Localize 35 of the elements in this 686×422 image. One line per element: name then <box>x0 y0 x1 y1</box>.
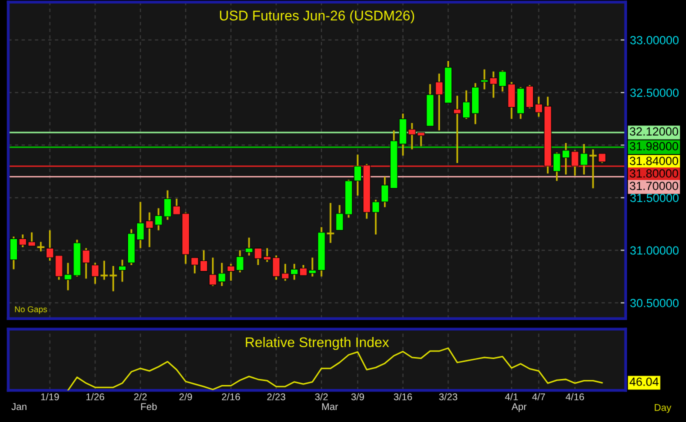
x-tick-label: 2/9 <box>179 393 192 400</box>
candlestick <box>118 258 126 283</box>
chart-title: Relative Strength Index <box>246 336 389 350</box>
ref-line-label: 31.98000 <box>630 142 678 150</box>
ref-line-label: 32.12000 <box>630 127 678 136</box>
x-tick-label: 3/9 <box>351 393 364 400</box>
x-tick-label: 3/23 <box>439 393 458 400</box>
x-axis-title: Day <box>654 404 672 413</box>
x-tick-label: 2/16 <box>222 393 240 400</box>
x-tick-label: 2/23 <box>267 393 286 400</box>
candlestick <box>36 241 46 252</box>
y-tick-label: 31.00000 <box>630 246 679 255</box>
x-tick-label: 2/2 <box>134 393 147 400</box>
text: Apr <box>512 403 527 412</box>
x-tick-label: 3/16 <box>394 393 412 400</box>
ref-line-label: 31.80000 <box>630 169 678 178</box>
x-tick-label: 1/26 <box>86 393 104 400</box>
text: USD Futures Jun-26 (USDM26) <box>220 10 414 24</box>
x-tick-label: 4/1 <box>505 393 518 400</box>
candlestick <box>326 202 335 244</box>
y-tick-label: 32.50000 <box>630 88 679 97</box>
text: Mar <box>322 403 338 410</box>
ref-line-label: 31.70000 <box>630 182 678 190</box>
text: 31.84000 <box>630 156 678 166</box>
text: 46.04 <box>630 378 659 386</box>
y-tick-label: 33.00000 <box>630 36 679 44</box>
x-tick-label: 3/2 <box>315 393 328 400</box>
annotation: No Gaps <box>15 306 47 314</box>
x-tick-label: 4/7 <box>532 393 545 400</box>
x-tick-label: 4/16 <box>566 393 584 400</box>
text: Jan <box>11 403 26 410</box>
y-tick-label: 30.50000 <box>630 298 679 308</box>
y-tick-label: 31.50000 <box>630 194 679 202</box>
x-tick-label: 1/19 <box>41 393 59 400</box>
text: Feb <box>141 402 157 410</box>
